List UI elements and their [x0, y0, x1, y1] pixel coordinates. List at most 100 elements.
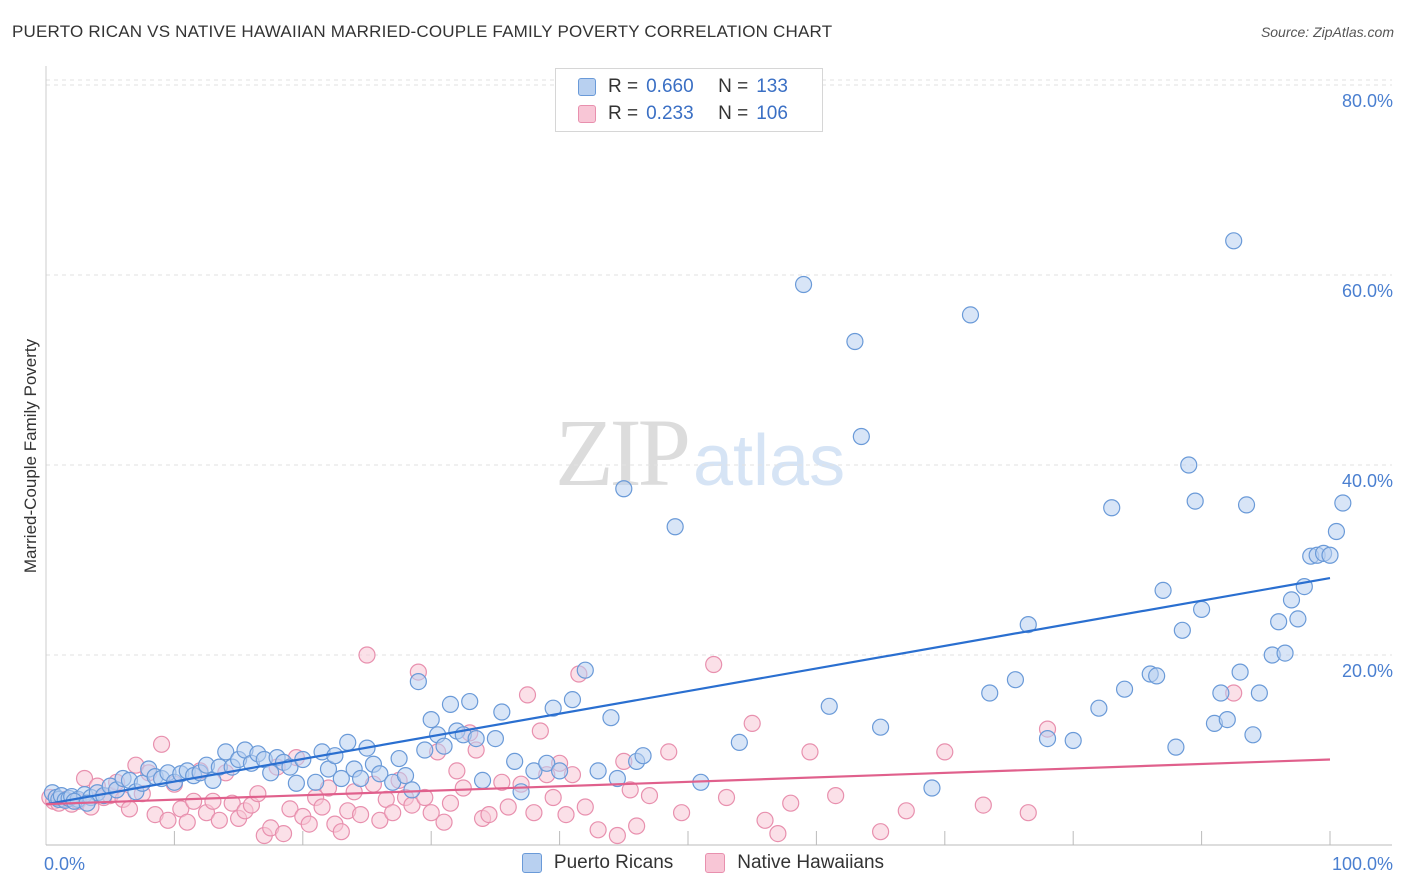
native-hawaiian-point: [974, 796, 992, 814]
puerto-rican-point: [589, 762, 607, 780]
puerto-rican-point: [473, 771, 492, 790]
puerto-rican-point: [1090, 699, 1108, 717]
puerto-rican-point: [730, 733, 748, 752]
puerto-rican-point: [390, 749, 408, 768]
native-hawaiian-point: [660, 743, 678, 761]
puerto-rican-point: [435, 737, 453, 755]
native-hawaiian-point: [576, 798, 594, 816]
puerto-rican-point: [1148, 667, 1166, 685]
native-hawaiian-point: [313, 798, 331, 816]
y-axis-label: Married-Couple Family Poverty: [21, 338, 40, 573]
puerto-rican-point: [544, 699, 562, 717]
puerto-rican-point: [1103, 499, 1121, 517]
puerto-rican-point: [634, 747, 652, 765]
puerto-rican-point: [1237, 496, 1256, 514]
legend-swatch-pink: [705, 853, 726, 873]
native-hawaiian-point: [756, 811, 774, 829]
native-hawaiian-point: [705, 655, 723, 674]
legend-swatch-blue: [521, 853, 542, 873]
native-hawaiian-point: [871, 823, 890, 841]
native-hawaiian-point: [210, 811, 228, 829]
legend-item-puerto-ricans: Puerto Ricans: [521, 852, 673, 874]
native-hawaiian-point: [358, 646, 376, 664]
puerto-rican-point: [1289, 610, 1307, 628]
native-hawaiian-point: [897, 802, 915, 820]
native-hawaiian-point: [743, 714, 761, 733]
x-tick-label: 0.0%: [44, 854, 85, 874]
grid-lines: [46, 79, 1392, 656]
native-hawaiian-point: [589, 821, 607, 839]
native-hawaiian-point: [1019, 804, 1037, 822]
puerto-rican-point: [339, 733, 357, 752]
puerto-rican-point: [1327, 522, 1346, 541]
native-hawaiian-point: [281, 800, 299, 818]
puerto-rican-point: [416, 741, 434, 759]
legend-r-value: 0.233: [646, 103, 694, 124]
puerto-rican-point: [217, 743, 235, 761]
y-tick-label: 60.0%: [1342, 281, 1393, 301]
watermark-atlas: atlas: [693, 421, 846, 501]
puerto-rican-point: [1218, 710, 1236, 729]
source-label: Source: ZipAtlas.com: [1260, 24, 1394, 40]
series-legend: Puerto Ricans Native Hawaiians: [0, 852, 1406, 874]
legend-r-value: 0.660: [646, 76, 694, 97]
native-hawaiian-point: [351, 805, 370, 824]
native-hawaiian-point: [493, 773, 511, 791]
puerto-rican-point: [409, 672, 427, 691]
legend-n-label: N =: [718, 103, 749, 124]
puerto-rican-point: [1180, 456, 1198, 474]
puerto-rican-point: [506, 752, 524, 771]
native-hawaiian-point: [416, 788, 434, 807]
puerto-rican-point: [1154, 581, 1172, 600]
native-hawaiian-point: [717, 788, 736, 807]
y-tick-label: 80.0%: [1342, 91, 1393, 111]
native-hawaiian-point: [454, 779, 472, 797]
native-hawaiian-point: [223, 794, 241, 812]
legend-n-value: 133: [756, 76, 788, 97]
native-hawaiian-point: [178, 813, 196, 831]
puerto-rican-point: [332, 769, 350, 788]
legend-n-value: 106: [756, 103, 788, 124]
puerto-rican-point: [1006, 671, 1025, 689]
native-hawaiian-point: [827, 786, 845, 805]
native-hawaiian-point: [120, 800, 139, 818]
puerto-rican-point: [1038, 729, 1057, 748]
puerto-rican-point: [1173, 621, 1191, 639]
legend-item-native-hawaiians: Native Hawaiians: [705, 852, 884, 874]
puerto-rican-point: [563, 691, 582, 709]
puerto-rican-point: [1321, 546, 1339, 564]
puerto-rican-point: [1212, 684, 1230, 702]
puerto-rican-point: [1231, 663, 1249, 681]
puerto-rican-point: [422, 710, 440, 729]
puerto-rican-point: [281, 758, 299, 776]
native-hawaiian-point: [782, 794, 800, 812]
puerto-rican-point: [538, 754, 556, 772]
native-hawaiian-point: [384, 804, 402, 822]
legend-swatch-pink: [578, 105, 596, 123]
native-hawaiians-trend-line: [45, 758, 1331, 806]
legend-n-label: N =: [718, 76, 749, 97]
puerto-rican-point: [1276, 644, 1294, 662]
native-hawaiian-point: [274, 824, 293, 843]
native-hawaiian-point: [448, 762, 466, 780]
puerto-rican-point: [307, 773, 325, 791]
puerto-rican-point: [608, 769, 626, 788]
puerto-rican-point: [1250, 684, 1268, 702]
puerto-rican-point: [262, 764, 280, 782]
native-hawaiian-point: [249, 785, 267, 803]
puerto-rican-point: [820, 697, 838, 715]
native-hawaiian-point: [435, 813, 453, 831]
puerto-rican-point: [396, 767, 415, 785]
x-tick-label: 100.0%: [1332, 854, 1393, 874]
puerto-rican-point: [493, 703, 511, 721]
native-hawaiian-point: [621, 781, 639, 799]
puerto-rican-point: [1115, 680, 1134, 698]
y-tick-label: 40.0%: [1342, 471, 1393, 491]
legend-r-label: R =: [608, 76, 639, 97]
puerto-rican-point: [602, 709, 620, 727]
legend-swatch-blue: [578, 78, 596, 96]
puerto-rican-point: [1019, 615, 1037, 634]
puerto-rican-point: [1225, 232, 1243, 250]
puerto-ricans-trend-line: [45, 576, 1331, 806]
